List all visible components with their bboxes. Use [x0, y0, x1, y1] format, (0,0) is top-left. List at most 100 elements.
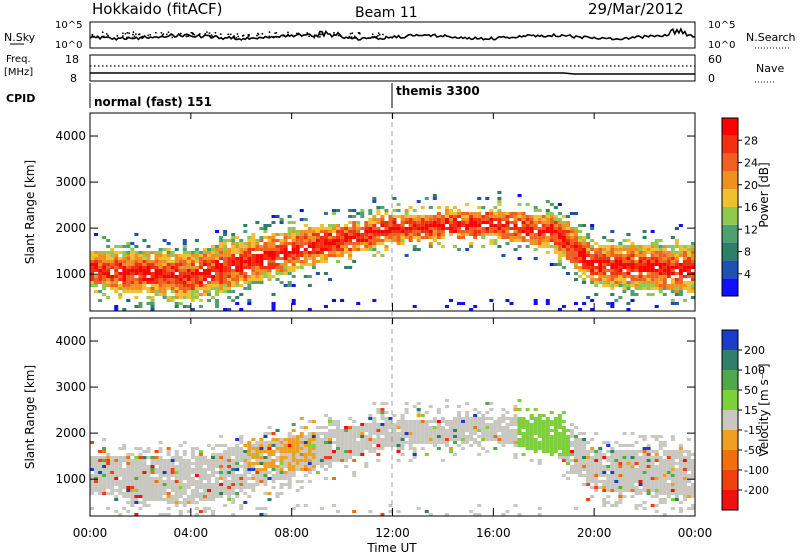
velocity-cell	[223, 504, 228, 507]
velocity-cell	[110, 489, 115, 492]
power-cell	[319, 224, 324, 227]
velocity-cell	[356, 447, 361, 450]
velocity-cell	[594, 450, 599, 453]
power-cell	[239, 284, 244, 287]
freq-label: Freq.	[6, 54, 31, 65]
velocity-cell	[307, 456, 312, 459]
velocity-cell	[122, 495, 127, 498]
velocity-cell	[227, 465, 232, 468]
velocity-cell	[384, 402, 389, 405]
velocity-cell	[267, 444, 272, 447]
velocity-cell	[255, 453, 260, 456]
velocity-cell	[182, 468, 187, 471]
power-cell	[497, 218, 502, 221]
velocity-cell	[666, 471, 671, 474]
velocity-cell	[239, 480, 244, 483]
power-cell	[602, 254, 607, 257]
velocity-cell	[291, 423, 296, 426]
power-cell	[545, 218, 550, 221]
x-tick-label: 08:00	[274, 526, 309, 540]
velocity-cell	[356, 429, 361, 432]
power-cell	[690, 281, 695, 284]
velocity-cell	[332, 420, 337, 423]
velocity-cell	[517, 432, 522, 435]
power-cell	[578, 260, 583, 263]
velocity-cell	[533, 444, 538, 447]
velocity-cell	[561, 441, 566, 444]
velocity-cell	[122, 480, 127, 483]
velocity-cell	[444, 429, 449, 432]
power-cell	[630, 299, 635, 302]
power-cell	[154, 281, 159, 284]
power-cell	[408, 239, 413, 242]
power-cell	[376, 206, 381, 209]
velocity-cell	[432, 435, 437, 438]
power-cell	[287, 233, 292, 236]
power-cell	[118, 275, 123, 278]
velocity-cell	[194, 447, 199, 450]
velocity-cell	[283, 438, 288, 441]
power-cell	[682, 263, 687, 266]
power-cell	[598, 248, 603, 251]
power-cell	[509, 302, 514, 305]
velocity-cell	[138, 471, 143, 474]
power-cell	[98, 275, 103, 278]
power-cell	[457, 224, 462, 227]
velocity-cell	[650, 477, 655, 480]
velocity-cell	[271, 459, 276, 462]
power-cell	[336, 251, 341, 254]
power-cell	[497, 236, 502, 239]
velocity-cell	[368, 438, 373, 441]
power-cell	[94, 284, 99, 287]
velocity-cell	[219, 453, 224, 456]
velocity-cell	[509, 441, 514, 444]
power-cell	[497, 203, 502, 206]
velocity-cell	[348, 447, 353, 450]
velocity-cell	[412, 432, 417, 435]
velocity-cell	[360, 444, 365, 447]
power-cell	[344, 245, 349, 248]
velocity-cell	[650, 489, 655, 492]
velocity-cell	[662, 474, 667, 477]
power-cell	[606, 278, 611, 281]
power-cell	[404, 230, 409, 233]
power-cell	[674, 239, 679, 242]
power-cell	[400, 224, 405, 227]
velocity-cell	[255, 483, 260, 486]
velocity-cell	[533, 432, 538, 435]
power-cell	[505, 242, 510, 245]
velocity-cell	[376, 444, 381, 447]
power-cell	[453, 221, 458, 224]
power-cell	[186, 296, 191, 299]
velocity-cell	[537, 462, 542, 465]
power-cell	[291, 284, 296, 287]
velocity-cell	[630, 477, 635, 480]
velocity-cell	[416, 402, 421, 405]
power-cell	[505, 299, 510, 302]
power-cell	[275, 272, 280, 275]
power-cell	[267, 245, 272, 248]
velocity-cell	[130, 459, 135, 462]
power-colorbar-swatch	[722, 118, 738, 136]
power-cell	[150, 284, 155, 287]
velocity-cell	[323, 459, 328, 462]
power-cell	[602, 284, 607, 287]
power-cell	[432, 215, 437, 218]
velocity-cell	[606, 441, 611, 444]
power-cell	[610, 245, 615, 248]
power-cell	[412, 305, 417, 308]
power-cell	[517, 236, 522, 239]
velocity-cell	[396, 435, 401, 438]
velocity-cell	[412, 405, 417, 408]
power-cell	[202, 254, 207, 257]
power-cell	[311, 227, 316, 230]
power-cell	[602, 269, 607, 272]
power-cell	[231, 260, 236, 263]
velocity-cell	[106, 483, 111, 486]
velocity-cell	[295, 462, 300, 465]
velocity-cell	[307, 459, 312, 462]
power-cell	[461, 224, 466, 227]
power-cell	[561, 215, 566, 218]
velocity-cell	[170, 498, 175, 501]
velocity-cell	[396, 447, 401, 450]
